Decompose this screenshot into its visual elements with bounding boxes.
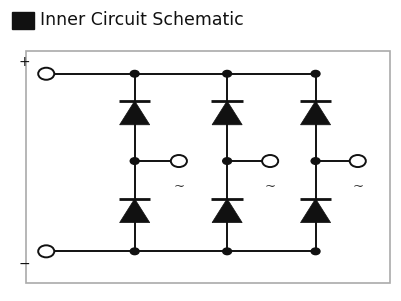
Circle shape <box>222 70 231 77</box>
Circle shape <box>38 245 54 257</box>
Circle shape <box>310 158 319 164</box>
Circle shape <box>310 248 319 255</box>
Text: ~: ~ <box>264 180 275 193</box>
Polygon shape <box>119 199 149 223</box>
Text: +: + <box>18 55 30 69</box>
Polygon shape <box>300 101 330 125</box>
Polygon shape <box>300 199 330 223</box>
Circle shape <box>130 70 139 77</box>
Text: Inner Circuit Schematic: Inner Circuit Schematic <box>40 11 243 29</box>
Text: ~: ~ <box>173 180 184 193</box>
Circle shape <box>130 248 139 255</box>
Circle shape <box>222 248 231 255</box>
Circle shape <box>222 158 231 164</box>
Polygon shape <box>212 199 241 223</box>
Circle shape <box>170 155 186 167</box>
Polygon shape <box>212 101 241 125</box>
Circle shape <box>261 155 277 167</box>
Circle shape <box>130 158 139 164</box>
Circle shape <box>38 68 54 80</box>
Polygon shape <box>119 101 149 125</box>
Text: ~: ~ <box>351 180 363 193</box>
Bar <box>12 12 34 29</box>
Circle shape <box>310 70 319 77</box>
FancyBboxPatch shape <box>26 51 389 283</box>
Circle shape <box>349 155 365 167</box>
Text: −: − <box>18 256 30 270</box>
